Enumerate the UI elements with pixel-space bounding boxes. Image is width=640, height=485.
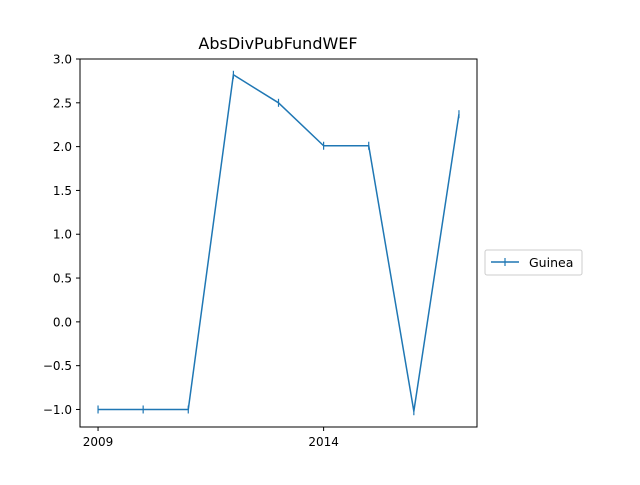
y-tick-label: 1.5 [53,184,72,198]
x-axis: 2009 2014 [83,427,339,449]
x-tick-label: 2014 [308,435,339,449]
y-tick-label: 0.0 [53,315,72,329]
y-tick-label: 3.0 [53,53,72,67]
series-layer [97,70,460,416]
chart-title: AbsDivPubFundWEF [198,34,357,53]
x-tick-label: 2009 [83,435,114,449]
y-tick-label: −1.0 [43,403,72,417]
legend-label-guinea: Guinea [529,255,573,270]
legend[interactable]: Guinea [484,249,583,276]
y-tick-label: 2.0 [53,140,72,154]
plot-frame [79,58,478,428]
y-tick-label: −0.5 [43,359,72,373]
y-axis: −1.0 −0.5 0.0 0.5 1.0 1.5 2.0 2.5 3.0 [43,53,80,417]
y-tick-label: 2.5 [53,96,72,110]
y-tick-label: 1.0 [53,228,72,242]
legend-box [484,249,583,276]
y-tick-label: 0.5 [53,272,72,286]
